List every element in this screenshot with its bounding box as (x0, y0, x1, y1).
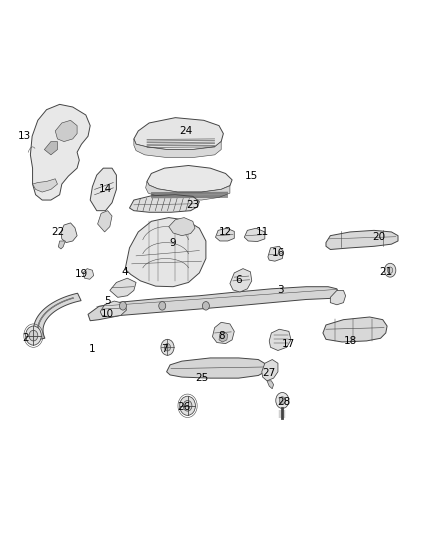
Polygon shape (134, 139, 221, 158)
Text: 25: 25 (195, 373, 208, 383)
Polygon shape (61, 223, 77, 243)
Polygon shape (268, 246, 284, 261)
Polygon shape (100, 301, 127, 317)
Circle shape (29, 330, 38, 341)
Text: 21: 21 (379, 267, 392, 277)
Circle shape (385, 263, 396, 277)
Polygon shape (262, 360, 278, 381)
Polygon shape (33, 293, 81, 340)
Text: 13: 13 (18, 131, 32, 141)
Text: 3: 3 (277, 286, 283, 295)
Circle shape (159, 302, 166, 310)
Polygon shape (269, 329, 291, 351)
Circle shape (164, 344, 170, 351)
Polygon shape (44, 142, 57, 155)
Text: 9: 9 (170, 238, 177, 247)
Text: 28: 28 (277, 397, 290, 407)
Text: 26: 26 (177, 402, 191, 413)
Text: 15: 15 (245, 171, 258, 181)
Text: 22: 22 (51, 227, 64, 237)
Polygon shape (134, 118, 223, 150)
Circle shape (279, 397, 286, 404)
Text: 12: 12 (219, 227, 232, 237)
Polygon shape (267, 381, 274, 389)
Circle shape (161, 340, 174, 356)
Text: 6: 6 (235, 275, 242, 285)
Text: 8: 8 (218, 330, 225, 341)
Polygon shape (90, 168, 117, 211)
Text: 17: 17 (281, 338, 295, 349)
Text: 4: 4 (122, 267, 128, 277)
Polygon shape (98, 211, 112, 232)
Text: 16: 16 (272, 248, 286, 258)
Polygon shape (166, 358, 267, 378)
Circle shape (276, 392, 289, 408)
Text: 5: 5 (104, 296, 111, 306)
Polygon shape (130, 195, 199, 212)
Text: 11: 11 (256, 227, 269, 237)
Polygon shape (88, 287, 339, 321)
Polygon shape (32, 179, 57, 192)
Circle shape (120, 302, 127, 310)
Polygon shape (212, 322, 234, 344)
Text: 14: 14 (99, 184, 112, 195)
Polygon shape (147, 165, 232, 192)
Circle shape (202, 302, 209, 310)
Circle shape (183, 400, 192, 411)
Text: 18: 18 (343, 336, 357, 346)
Text: 24: 24 (180, 126, 193, 136)
Text: 19: 19 (75, 270, 88, 279)
Circle shape (388, 267, 393, 273)
Text: 20: 20 (372, 232, 385, 243)
Polygon shape (219, 332, 228, 342)
Text: 7: 7 (161, 344, 168, 354)
Polygon shape (326, 230, 398, 249)
Circle shape (180, 396, 195, 415)
Polygon shape (125, 217, 206, 287)
Polygon shape (330, 290, 346, 305)
Polygon shape (244, 228, 265, 241)
Text: 27: 27 (263, 368, 276, 378)
Polygon shape (58, 241, 65, 249)
Text: 2: 2 (23, 333, 29, 343)
Polygon shape (30, 104, 90, 200)
Polygon shape (83, 269, 94, 279)
Polygon shape (169, 217, 195, 236)
Text: 1: 1 (89, 344, 95, 354)
Polygon shape (110, 278, 136, 297)
Circle shape (25, 326, 41, 345)
Polygon shape (215, 228, 234, 241)
Text: 10: 10 (101, 309, 114, 319)
Polygon shape (146, 181, 230, 200)
Text: 23: 23 (186, 200, 199, 211)
Polygon shape (55, 120, 77, 142)
Polygon shape (230, 269, 252, 292)
Polygon shape (323, 317, 387, 342)
